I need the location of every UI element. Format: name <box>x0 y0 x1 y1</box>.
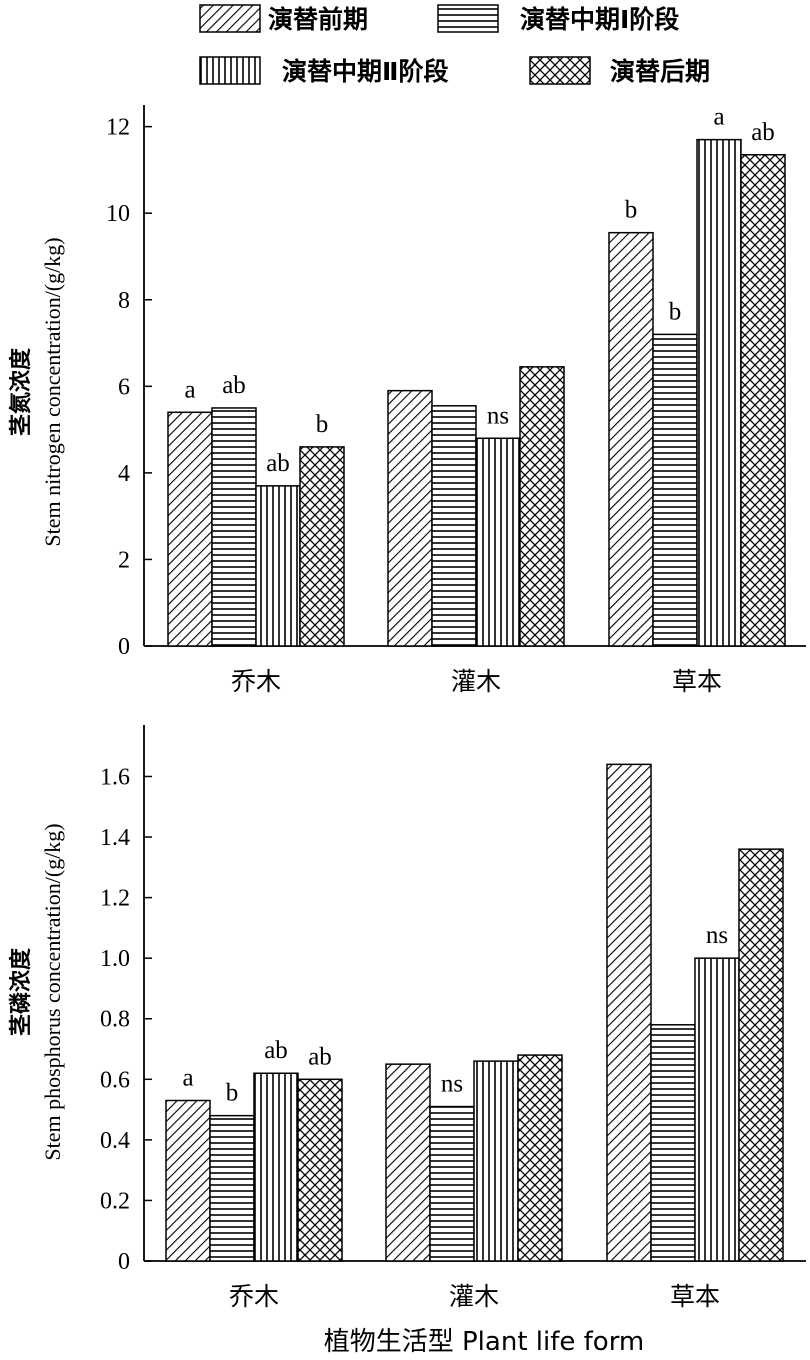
legend-swatch-mid1 <box>437 4 499 33</box>
y-tick-label: 4 <box>118 461 130 487</box>
significance-label: ab <box>266 450 290 477</box>
bar-diag <box>385 1063 431 1262</box>
bar-horiz <box>650 1024 696 1262</box>
nitrogen-ylabel-cn: 茎氮浓度 <box>8 347 34 436</box>
bar-diag <box>165 1099 211 1262</box>
bar-vert <box>473 1060 519 1262</box>
y-tick-label: 1.2 <box>100 886 130 912</box>
legend-item-late: 演替后期 <box>529 56 710 86</box>
phosphorus-ylabel-cn: 茎磷浓度 <box>8 947 34 1036</box>
significance-label: ab <box>308 1043 332 1070</box>
y-tick-label: 1.6 <box>100 764 130 790</box>
legend-item-mid1: 演替中期Ⅰ阶段 <box>437 4 679 34</box>
legend-item-mid2: 演替中期Ⅱ阶段 <box>199 56 448 86</box>
legend-swatch-late <box>529 56 591 85</box>
bar-cross <box>738 848 784 1262</box>
legend-label-early: 演替前期 <box>268 5 368 34</box>
x-tick-label: 乔木 <box>231 667 281 696</box>
y-tick-label: 1.4 <box>100 825 130 851</box>
y-tick-label: 6 <box>118 374 130 400</box>
significance-label: ab <box>222 372 246 399</box>
y-tick-label: 1.0 <box>100 946 130 972</box>
bar-horiz <box>652 333 698 647</box>
significance-label: b <box>625 197 638 224</box>
y-tick-label: 10 <box>106 201 130 227</box>
legend: 演替前期 演替中期Ⅰ阶段 演替中期Ⅱ阶段 演替后期 <box>199 4 710 86</box>
phosphorus-ylabel-en: Stem phosphorus concentration/(g/kg) <box>40 823 65 1160</box>
y-tick-label: 0.4 <box>100 1128 130 1154</box>
bar-vert <box>253 1072 299 1262</box>
y-tick-label: 0 <box>118 634 130 660</box>
significance-label: b <box>669 298 682 325</box>
bar-cross <box>297 1078 343 1262</box>
legend-swatch-mid2 <box>199 56 261 85</box>
bar-horiz <box>429 1105 475 1262</box>
y-tick-label: 0 <box>118 1249 130 1275</box>
bar-cross <box>740 154 786 647</box>
bar-cross <box>299 446 345 647</box>
significance-label: ns <box>706 922 728 949</box>
significance-label: a <box>713 104 724 131</box>
legend-swatch-early <box>199 4 261 33</box>
bar-diag <box>167 411 213 647</box>
y-tick-label: 8 <box>118 288 130 314</box>
significance-label: b <box>226 1080 239 1107</box>
bar-diag <box>606 763 652 1262</box>
bar-vert <box>694 957 740 1262</box>
bar-vert <box>255 485 301 647</box>
significance-label: ns <box>441 1071 463 1098</box>
bar-diag <box>387 389 433 647</box>
x-tick-label: 灌木 <box>449 1282 499 1311</box>
y-tick-label: 0.2 <box>100 1188 130 1214</box>
legend-label-mid2: 演替中期Ⅱ阶段 <box>282 57 448 86</box>
bar-horiz <box>209 1114 255 1262</box>
x-tick-label: 灌木 <box>451 667 501 696</box>
y-tick-label: 0.8 <box>100 1007 130 1033</box>
bar-diag <box>608 231 654 647</box>
nitrogen-ylabel-en: Stem nitrogen concentration/(g/kg) <box>40 237 65 546</box>
bar-horiz <box>211 407 257 647</box>
significance-label: ns <box>487 402 509 429</box>
significance-label: ab <box>264 1037 288 1064</box>
significance-label: b <box>316 411 329 438</box>
x-tick-label: 草本 <box>670 1282 720 1311</box>
x-tick-label: 乔木 <box>229 1282 279 1311</box>
significance-label: ab <box>751 119 775 146</box>
y-tick-label: 2 <box>118 547 130 573</box>
legend-label-late: 演替后期 <box>610 57 710 86</box>
legend-item-early: 演替前期 <box>199 4 368 34</box>
bar-horiz <box>431 405 477 647</box>
bar-vert <box>475 437 521 647</box>
nitrogen-chart: 茎氮浓度 Stem nitrogen concentration/(g/kg) … <box>8 104 806 696</box>
phosphorus-chart: 茎磷浓度 Stem phosphorus concentration/(g/kg… <box>8 725 806 1311</box>
significance-label: a <box>184 376 195 403</box>
bar-cross <box>519 366 565 647</box>
bar-cross <box>517 1054 563 1262</box>
y-tick-label: 0.6 <box>100 1067 130 1093</box>
significance-label: a <box>182 1065 193 1092</box>
x-tick-label: 草本 <box>672 667 722 696</box>
bar-vert <box>696 138 742 647</box>
y-tick-label: 12 <box>106 115 130 141</box>
x-axis-title: 植物生活型 Plant life form <box>324 1327 645 1357</box>
legend-label-mid1: 演替中期Ⅰ阶段 <box>520 5 679 34</box>
